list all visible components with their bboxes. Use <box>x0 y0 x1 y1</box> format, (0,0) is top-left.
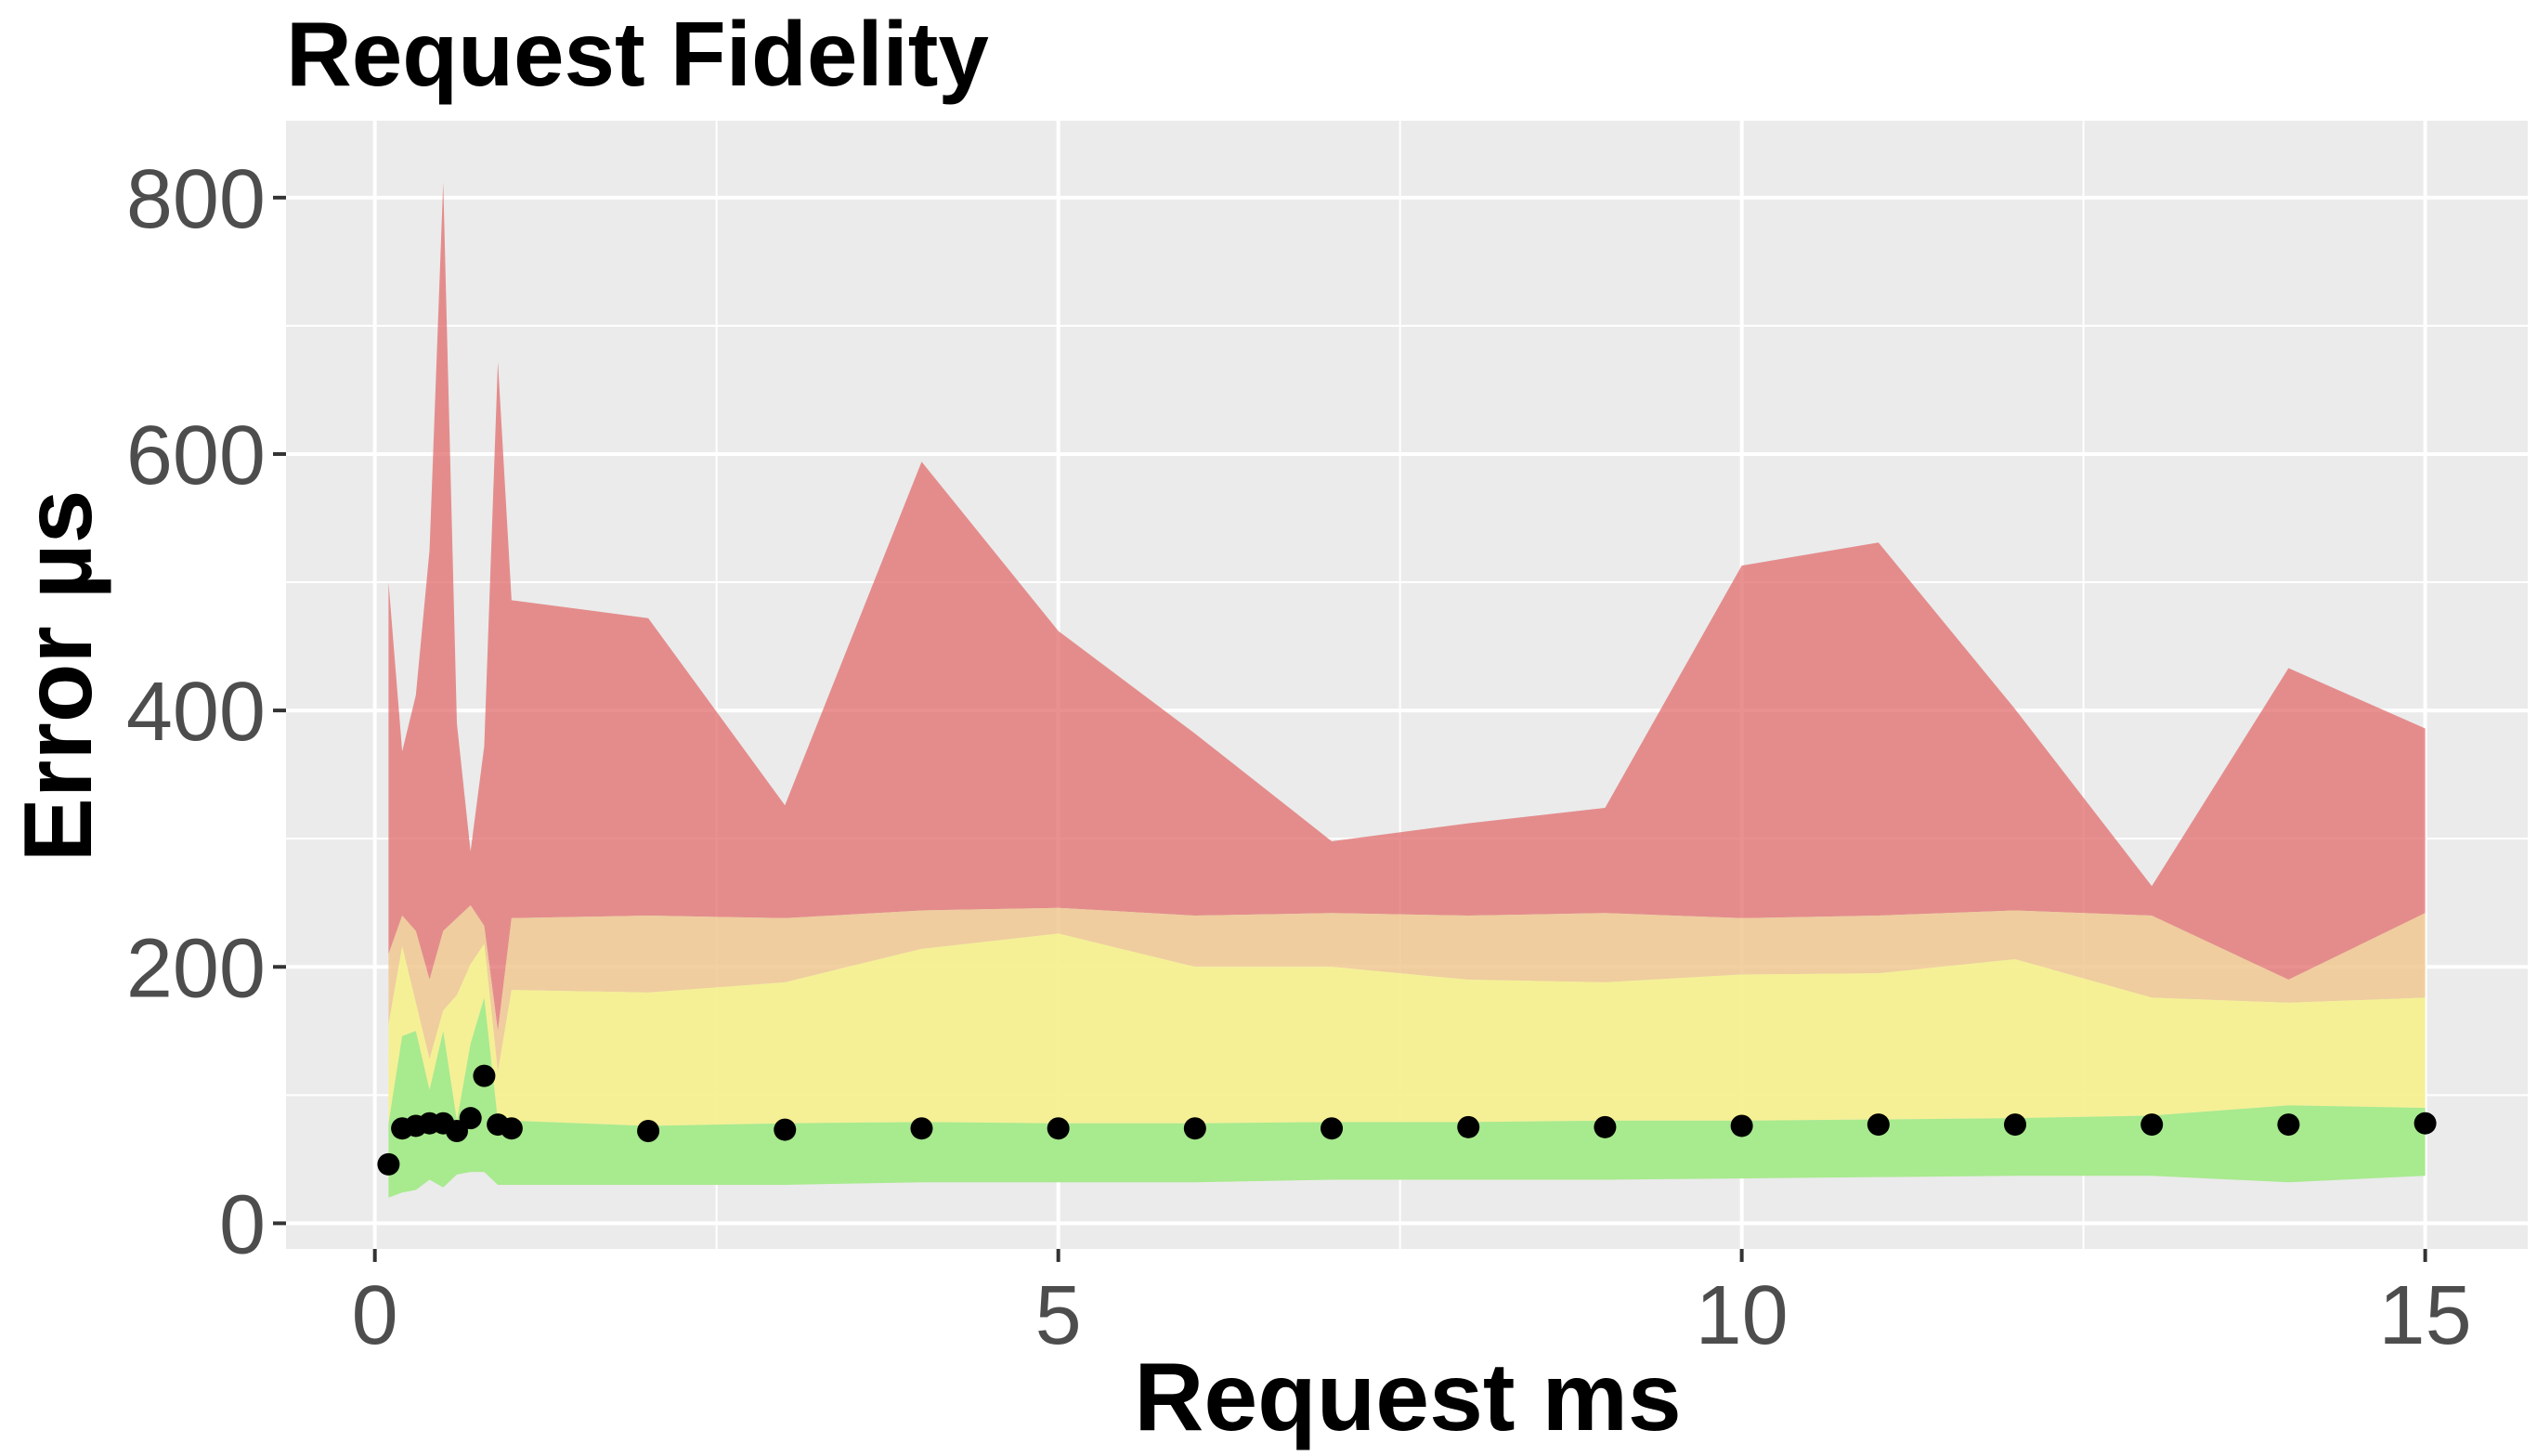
data-point <box>1321 1117 1344 1140</box>
axes-layer: 0 5 10 15 0 200 400 600 800 <box>126 153 2472 1362</box>
x-axis-title: Request ms <box>1134 1344 1682 1451</box>
data-point <box>1730 1114 1753 1138</box>
bands-layer <box>388 182 2426 1198</box>
y-tick-label: 800 <box>126 153 266 246</box>
band-3 <box>388 997 2426 1198</box>
y-tick-label: 0 <box>219 1178 266 1271</box>
data-point <box>1594 1115 1617 1138</box>
band-2 <box>388 933 2426 1126</box>
data-point <box>2413 1112 2437 1135</box>
data-point <box>2277 1113 2300 1137</box>
data-point <box>377 1152 400 1176</box>
x-tick-label: 0 <box>352 1269 398 1362</box>
band-0 <box>388 182 2426 1032</box>
y-axis-title: Error µs <box>5 490 112 863</box>
x-tick-label: 15 <box>2379 1269 2472 1362</box>
data-point <box>1867 1113 1890 1137</box>
points-layer <box>377 1064 2437 1176</box>
x-tick-label: 5 <box>1035 1269 1082 1362</box>
data-point <box>473 1064 496 1087</box>
y-tick-label: 400 <box>126 666 266 759</box>
band-1 <box>388 904 2426 1072</box>
y-tick-label: 200 <box>126 922 266 1015</box>
data-point <box>910 1117 933 1140</box>
data-point <box>774 1118 797 1141</box>
x-tick-label: 10 <box>1696 1269 1789 1362</box>
data-point <box>1457 1115 1480 1138</box>
chart-title: Request Fidelity <box>286 3 989 105</box>
data-point <box>637 1119 660 1142</box>
data-point <box>459 1107 482 1130</box>
data-point <box>500 1117 523 1140</box>
data-point <box>1183 1117 1206 1140</box>
y-tick-label: 600 <box>126 410 266 502</box>
data-point <box>2004 1113 2027 1137</box>
data-point <box>1047 1117 1070 1140</box>
data-point <box>2140 1113 2164 1137</box>
